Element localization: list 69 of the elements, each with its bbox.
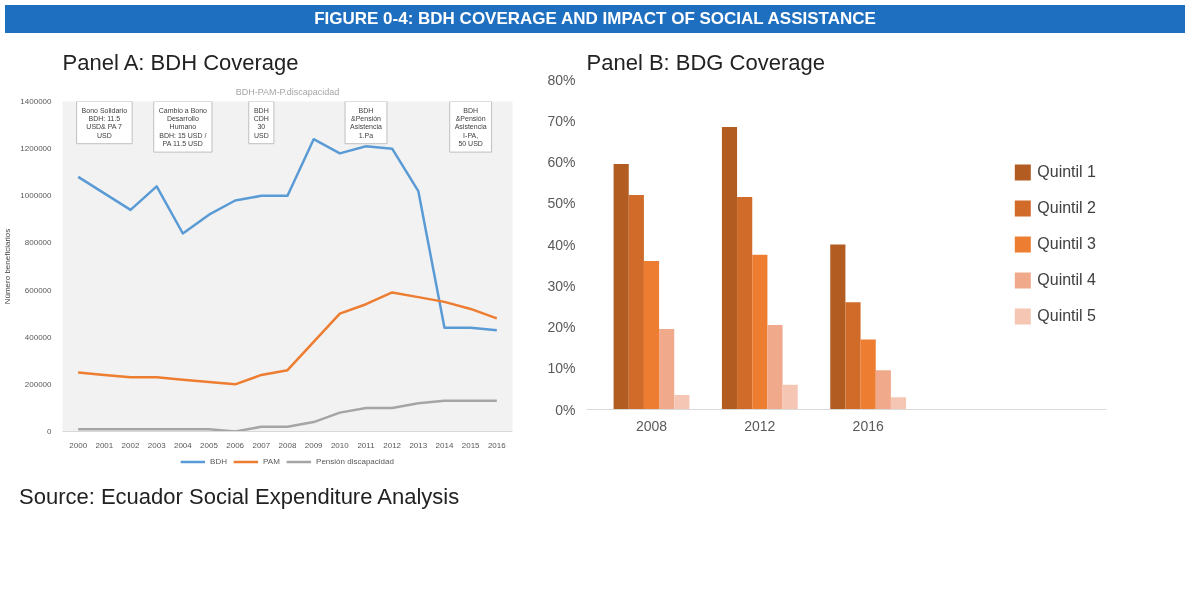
x-tick-label: 2002 (121, 440, 140, 450)
legend-label: Quintil 4 (1037, 271, 1096, 289)
x-tick-label: 2015 (461, 440, 481, 450)
y-tick-label: 0% (555, 401, 576, 418)
legend-label: PAM (263, 456, 281, 466)
x-tick-label: 2016 (487, 440, 507, 450)
x-tick-label: 2011 (357, 440, 376, 450)
x-tick-label: 2004 (173, 440, 193, 450)
x-tick-label: 2005 (200, 440, 219, 450)
bar (860, 339, 876, 410)
y-tick-label: 70% (547, 112, 576, 129)
bar (737, 197, 753, 410)
source-note: Source: Ecuador Social Expenditure Analysis (19, 483, 460, 511)
x-tick-label: 2008 (278, 440, 297, 450)
x-tick-label: 2003 (147, 440, 167, 450)
y-tick-label: 1000000 (20, 191, 53, 201)
x-tick-label: 2010 (330, 440, 350, 450)
legend-label: Quintil 2 (1037, 199, 1096, 217)
line-series (76, 291, 499, 386)
x-tick-label: 2012 (744, 417, 776, 434)
y-tick-label: 0 (47, 427, 53, 436)
bar (845, 302, 861, 410)
y-tick-label: 50% (547, 195, 576, 212)
y-tick-label: 30% (547, 277, 576, 294)
bar (782, 384, 798, 410)
legend-label: Quintil 1 (1037, 163, 1096, 181)
legend-label: Pensión discapacidad (316, 456, 394, 466)
bar (643, 261, 660, 410)
legend-label: BDH (210, 456, 228, 466)
bar (721, 126, 738, 410)
caption: FIGURE 0-4: BDH COVERAGE AND IMPACT OF SOCIAL ASSISTANCE (314, 8, 876, 30)
x-tick-label: 2006 (226, 440, 245, 450)
chart-subtitle: BDH-PAM-P.discapacidad (235, 86, 340, 97)
chart-title: Panel A: BDH Coverage (62, 49, 299, 75)
legend-label: Quintil 5 (1037, 307, 1096, 325)
y-tick-label: 40% (547, 236, 576, 253)
y-axis-title: Número beneficiarios (3, 228, 13, 305)
y-tick-label: 1400000 (20, 97, 53, 106)
bar (830, 244, 846, 410)
x-tick-label: 2012 (383, 440, 402, 450)
y-tick-label: 60% (547, 154, 576, 170)
chart-title: Panel B: BDG Coverage (586, 49, 825, 75)
x-tick-label: 2000 (69, 440, 88, 450)
bar (628, 195, 644, 410)
y-tick-label: 800000 (24, 238, 53, 248)
legend-label: Quintil 3 (1037, 235, 1096, 253)
x-tick-label: 2013 (409, 440, 428, 450)
line-series (76, 137, 499, 332)
bar (875, 370, 891, 410)
bar (890, 397, 907, 410)
bar (674, 395, 690, 410)
y-tick-label: 400000 (24, 332, 53, 342)
line-series (76, 399, 499, 432)
bar (659, 329, 675, 410)
x-tick-label: 2008 (635, 417, 668, 434)
x-tick-label: 2016 (852, 417, 884, 434)
y-tick-label: 1200000 (20, 144, 53, 154)
x-tick-label: 2001 (95, 440, 114, 450)
y-tick-label: 600000 (24, 285, 53, 295)
bar (752, 254, 768, 410)
x-tick-label: 2009 (304, 440, 324, 450)
bar (767, 324, 783, 410)
y-tick-label: 20% (547, 319, 576, 335)
bar (613, 164, 629, 410)
x-tick-label: 2007 (252, 440, 271, 450)
y-tick-label: 200000 (24, 379, 53, 389)
y-tick-label: 10% (547, 360, 576, 377)
y-tick-label: 80% (547, 71, 576, 88)
x-tick-label: 2014 (435, 440, 454, 450)
